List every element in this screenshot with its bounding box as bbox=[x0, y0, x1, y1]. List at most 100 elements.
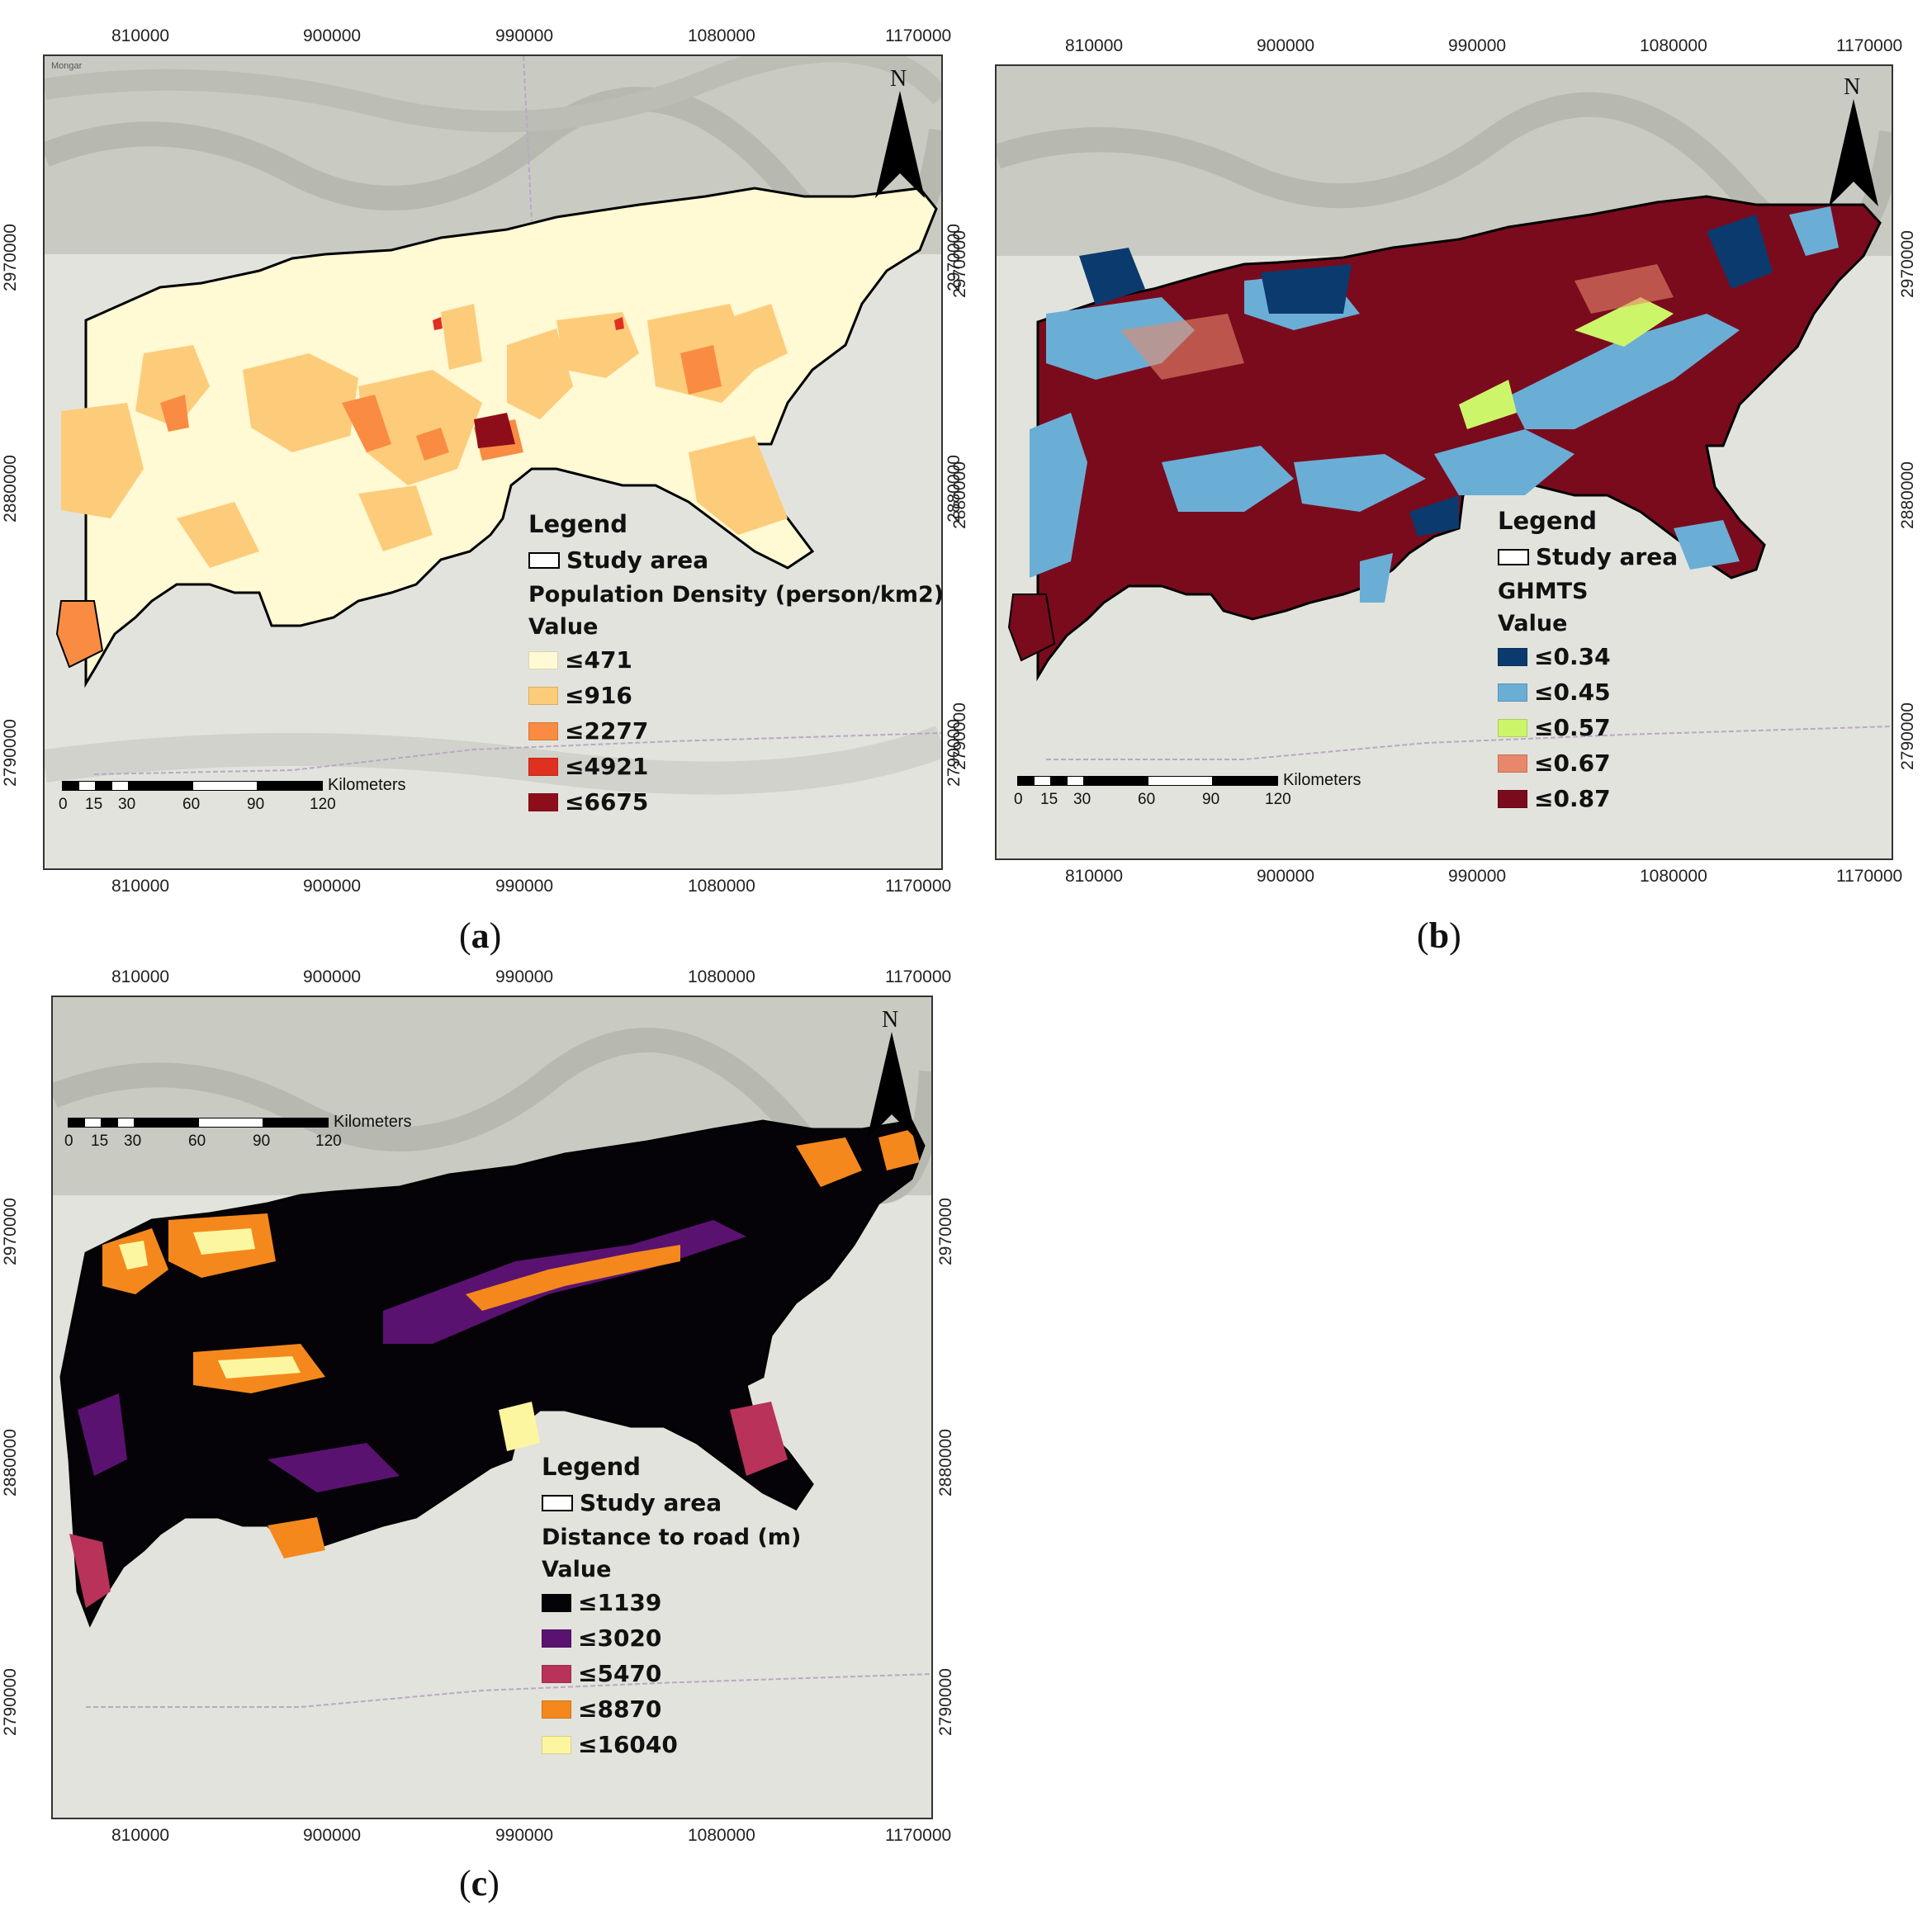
x-tick-bottom: 990000 bbox=[1448, 867, 1507, 886]
legend-class-label: ≤16040 bbox=[578, 1731, 678, 1758]
x-tick-bottom: 1170000 bbox=[885, 1826, 952, 1845]
map-frame-c bbox=[51, 995, 933, 1819]
x-tick-top: 1080000 bbox=[1640, 36, 1707, 55]
scale-label: 60 bbox=[1138, 791, 1156, 808]
x-tick-bottom: 810000 bbox=[1065, 867, 1124, 886]
x-tick-top: 1080000 bbox=[688, 26, 755, 45]
study-area-swatch bbox=[542, 1494, 573, 1511]
caption-a: (a) bbox=[459, 915, 502, 956]
scale-unit: Kilometers bbox=[1283, 771, 1361, 789]
legend-swatch bbox=[542, 1664, 571, 1683]
scale-label: 90 bbox=[253, 1133, 271, 1150]
x-tick-bottom: 900000 bbox=[1257, 867, 1315, 886]
legend-a: Legend Study area Population Density (pe… bbox=[528, 510, 944, 824]
scale-bar-c: 0 15 30 60 90 120 Kilometers bbox=[64, 1113, 411, 1151]
study-area-swatch bbox=[528, 551, 560, 569]
x-tick-bottom: 990000 bbox=[495, 1826, 554, 1845]
scale-label: 0 bbox=[64, 1133, 73, 1150]
legend-swatch bbox=[542, 1629, 571, 1648]
legend-swatch bbox=[528, 721, 558, 740]
map-place-label: Mongar bbox=[51, 61, 83, 71]
north-label: N bbox=[1844, 74, 1861, 100]
scale-bar-b: 0 15 30 60 90 120 Kilometers bbox=[1014, 771, 1361, 809]
x-tick-top: 810000 bbox=[111, 967, 170, 986]
x-tick-top: 810000 bbox=[111, 26, 170, 45]
caption-letter: b bbox=[1428, 915, 1450, 956]
legend-class-label: ≤0.57 bbox=[1534, 714, 1611, 741]
scale-label: 30 bbox=[118, 796, 136, 813]
caption-letter: a bbox=[471, 915, 490, 956]
x-tick-top: 1080000 bbox=[688, 967, 755, 986]
x-tick-bottom: 1080000 bbox=[688, 1826, 755, 1845]
y-tick-left: 2970000 bbox=[0, 1198, 20, 1265]
scale-label: 15 bbox=[91, 1133, 109, 1150]
legend-class-label: ≤8870 bbox=[578, 1695, 662, 1723]
x-tick-top: 990000 bbox=[495, 967, 554, 986]
legend-layer-name: Distance to road (m) bbox=[542, 1525, 802, 1550]
legend-title: Legend bbox=[542, 1453, 641, 1481]
y-tick-left: 2790000 bbox=[0, 1668, 20, 1736]
legend-value-label: Value bbox=[542, 1557, 612, 1582]
legend-layer-name: Population Density (person/km2) bbox=[528, 582, 945, 608]
north-label: N bbox=[890, 66, 907, 92]
x-tick-bottom: 810000 bbox=[111, 1826, 170, 1845]
legend-swatch bbox=[1498, 754, 1527, 773]
map-frame-b bbox=[995, 64, 1893, 860]
legend-class-label: ≤0.87 bbox=[1534, 785, 1611, 812]
y-tick-right: 2790000 bbox=[1897, 702, 1917, 770]
caption-b: (b) bbox=[1417, 915, 1461, 956]
study-area-swatch bbox=[1498, 548, 1529, 565]
legend-class-label: ≤471 bbox=[565, 646, 632, 674]
scale-label: 90 bbox=[247, 796, 265, 813]
x-tick-bottom: 1170000 bbox=[1836, 867, 1903, 886]
legend-class-label: ≤0.67 bbox=[1534, 750, 1611, 777]
y-tick-left: 2790000 bbox=[949, 702, 969, 770]
study-area-label: Study area bbox=[580, 1489, 722, 1516]
legend-class-label: ≤1139 bbox=[578, 1589, 662, 1616]
y-tick-right: 2970000 bbox=[935, 1198, 955, 1265]
north-label: N bbox=[882, 1007, 899, 1033]
legend-layer-name: GHMTS bbox=[1498, 579, 1589, 604]
y-tick-left: 2880000 bbox=[0, 1429, 20, 1497]
y-tick-left: 2880000 bbox=[949, 461, 969, 529]
study-area-label: Study area bbox=[566, 546, 709, 574]
scale-label: 15 bbox=[1040, 791, 1058, 808]
panel-a: 810000 900000 990000 1080000 1170000 bbox=[0, 0, 966, 958]
legend-value-label: Value bbox=[528, 614, 599, 640]
y-tick-right: 2880000 bbox=[935, 1429, 955, 1497]
caption-c: (c) bbox=[459, 1863, 500, 1903]
panel-c: 810000 900000 990000 1080000 1170000 bbox=[0, 958, 966, 1920]
legend-class-label: ≤0.45 bbox=[1534, 679, 1611, 706]
scale-label: 0 bbox=[59, 796, 68, 813]
legend-swatch bbox=[1498, 789, 1527, 808]
x-tick-bottom: 1080000 bbox=[1640, 867, 1707, 886]
legend-swatch bbox=[528, 757, 558, 776]
x-tick-top: 810000 bbox=[1065, 36, 1124, 55]
y-tick-left: 2970000 bbox=[949, 230, 969, 298]
x-tick-top: 1170000 bbox=[1836, 36, 1903, 55]
legend-class-label: ≤0.34 bbox=[1534, 643, 1611, 670]
x-tick-top: 990000 bbox=[1448, 36, 1507, 55]
x-tick-top: 900000 bbox=[1257, 36, 1315, 55]
scale-unit: Kilometers bbox=[328, 776, 406, 794]
scale-label: 90 bbox=[1202, 791, 1220, 808]
legend-swatch bbox=[542, 1700, 571, 1719]
y-tick-left: 2970000 bbox=[0, 224, 20, 291]
y-tick-right: 2880000 bbox=[1897, 461, 1917, 529]
x-tick-bottom: 990000 bbox=[495, 877, 554, 896]
scale-label: 15 bbox=[85, 796, 103, 813]
panel-b: 810000 900000 990000 1080000 1170000 bbox=[950, 0, 1932, 958]
north-arrow: N bbox=[875, 66, 925, 198]
legend-class-label: ≤3020 bbox=[578, 1624, 662, 1652]
x-tick-top: 1170000 bbox=[885, 26, 952, 45]
north-arrow-icon bbox=[1829, 99, 1878, 206]
y-tick-left: 2880000 bbox=[0, 455, 20, 523]
legend-b: Legend Study area GHMTS Value ≤0.34 ≤0.4… bbox=[1498, 507, 1678, 820]
legend-swatch bbox=[542, 1735, 571, 1754]
caption-letter: c bbox=[471, 1863, 488, 1903]
legend-swatch bbox=[1498, 647, 1527, 666]
legend-swatch bbox=[528, 792, 558, 811]
legend-class-label: ≤2277 bbox=[565, 717, 649, 745]
study-area-b bbox=[1036, 195, 1882, 682]
map-c-svg bbox=[53, 997, 931, 1818]
